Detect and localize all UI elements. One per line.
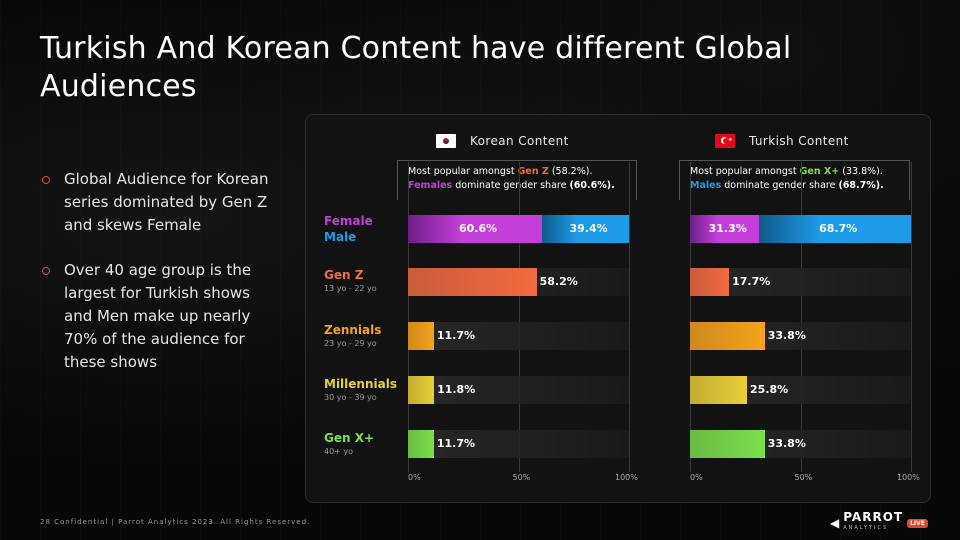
turkish-gen-x-bar	[690, 430, 765, 458]
turkish-gridline	[911, 162, 912, 472]
korean-note: Most popular amongst Gen Z (58.2%). Fema…	[397, 160, 637, 200]
korean-header-label: Korean Content	[470, 134, 569, 148]
turkish-note: Most popular amongst Gen X+ (33.8%). Mal…	[679, 160, 910, 200]
korean-gridline	[629, 162, 630, 472]
turkish-male-bar	[759, 215, 911, 243]
korean-gen-z-value: 58.2%	[539, 275, 578, 288]
logo-subtext: ANALYTICS	[843, 525, 889, 531]
korean-gen-x-track	[408, 430, 629, 458]
slide-title: Turkish And Korean Content have differen…	[40, 31, 792, 104]
turkish-zennials-value: 33.8%	[767, 329, 806, 342]
bullet-list: Global Audience for Korean series domina…	[40, 168, 272, 396]
korean-millennials-bar	[408, 376, 435, 404]
row-label-millennials: Millennials 30 yo - 39 yo	[324, 377, 397, 402]
korean-zennials-value: 11.7%	[436, 329, 476, 342]
korean-header: Korean Content	[436, 134, 569, 148]
turkish-male-value: 68.7%	[819, 222, 858, 235]
korean-female-bar	[408, 215, 542, 243]
korean-tick-label: 0%	[408, 473, 421, 482]
turkish-gen-z-value: 17.7%	[732, 275, 771, 288]
south-korea-flag-icon	[436, 134, 456, 148]
turkish-tick-label: 0%	[690, 473, 703, 482]
korean-zennials-bar	[408, 322, 434, 350]
row-label-gen-x: Gen X+ 40+ yo	[324, 431, 375, 456]
turkish-millennials-bar	[690, 376, 748, 404]
korean-millennials-value: 11.8%	[437, 383, 476, 396]
turkey-flag-icon: ★	[715, 134, 735, 148]
footer-text: 28 Confidential | Parrot Analytics 2023.…	[40, 518, 311, 526]
live-badge: LIVE	[907, 518, 928, 528]
korean-gen-x-value: 11.7%	[436, 437, 476, 450]
turkish-header-label: Turkish Content	[749, 134, 849, 148]
turkish-millennials-value: 25.8%	[750, 383, 789, 396]
turkish-gridline	[800, 162, 802, 472]
korean-male-value: 39.4%	[569, 222, 608, 235]
turkish-gridline	[690, 162, 691, 472]
logo-wordmark: PARROT	[843, 510, 904, 524]
turkish-tick-label: 50%	[794, 473, 813, 482]
chevron-left-icon: ◀	[830, 516, 840, 530]
turkish-female-bar	[690, 215, 760, 243]
chart-panel: Korean Content ★ Turkish Content Most po…	[305, 114, 931, 503]
korean-gen-x-bar	[408, 430, 434, 458]
korean-zennials-track	[408, 322, 629, 350]
korean-gen-z-bar	[408, 268, 537, 296]
turkish-zennials-bar	[690, 322, 765, 350]
turkish-tick-label: 100%	[897, 473, 920, 482]
korean-millennials-track	[408, 376, 629, 404]
korean-tick-label: 50%	[512, 473, 531, 482]
turkish-header: ★ Turkish Content	[715, 134, 849, 148]
turkish-gen-x-value: 33.8%	[767, 437, 806, 450]
bullet-item: Over 40 age group is the largest for Tur…	[40, 259, 272, 374]
korean-gridline	[518, 162, 520, 472]
row-label-gen-z: Gen Z 13 yo - 22 yo	[324, 268, 377, 293]
parrot-logo: ◀ PARROT ANALYTICS LIVE	[830, 510, 928, 534]
bullet-item: Global Audience for Korean series domina…	[40, 168, 272, 237]
korean-tick-label: 100%	[615, 473, 638, 482]
row-label-zennials: Zennials 23 yo - 29 yo	[324, 323, 382, 348]
turkish-female-value: 31.3%	[708, 222, 747, 235]
turkish-gen-z-bar	[690, 268, 730, 296]
korean-gridline	[408, 162, 409, 472]
row-label-gender: Female Male	[324, 214, 373, 244]
korean-female-value: 60.6%	[458, 222, 498, 235]
korean-male-bar	[541, 215, 629, 243]
